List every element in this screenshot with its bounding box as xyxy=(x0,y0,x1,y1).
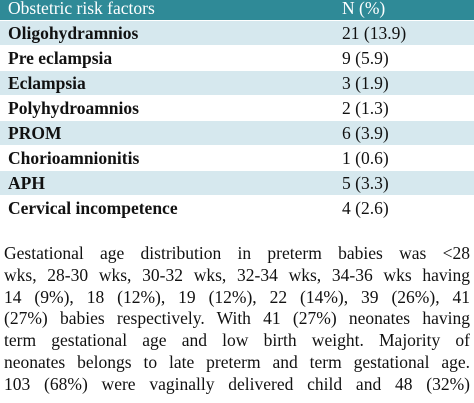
count-percent: 5 (3.3) xyxy=(334,170,474,196)
text-line: neonates belongs to late preterm and ter… xyxy=(4,351,470,372)
table-row: Pre eclampsia 9 (5.9) xyxy=(0,45,474,71)
risk-table: Obstetric risk factors N (%) Oligohydram… xyxy=(0,0,474,221)
risk-factor: Cervical incompetence xyxy=(0,195,334,221)
count-percent: 6 (3.9) xyxy=(334,120,474,146)
text-line: 103 (68%) were vaginally delivered child… xyxy=(4,373,470,394)
risk-factor: APH xyxy=(0,170,334,196)
paragraph: Gestational age distribution in preterm … xyxy=(4,243,470,396)
table-row: Oligohydramnios 21 (13.9) xyxy=(0,20,474,46)
count-percent: 9 (5.9) xyxy=(334,45,474,71)
count-percent: 21 (13.9) xyxy=(334,20,474,46)
table-row: Cervical incompetence 4 (2.6) xyxy=(0,195,474,221)
text-line: wks, 28-30 wks, 30-32 wks, 32-34 wks, 34… xyxy=(4,264,470,285)
risk-factor: Chorioamnionitis xyxy=(0,145,334,171)
table-row: Polyhydroamnios 2 (1.3) xyxy=(0,95,474,121)
risk-factor: Eclampsia xyxy=(0,70,334,96)
header-row: Obstetric risk factors N (%) xyxy=(0,0,474,21)
count-percent: 3 (1.9) xyxy=(334,70,474,96)
risk-factor: Pre eclampsia xyxy=(0,45,334,71)
text-line: 14 (9%), 18 (12%), 19 (12%), 22 (14%), 3… xyxy=(4,286,470,307)
table-head: Obstetric risk factors N (%) xyxy=(0,0,474,21)
risk-factor: Polyhydroamnios xyxy=(0,95,334,121)
text-line: Gestational age distribution in preterm … xyxy=(4,243,470,263)
header-cell: Obstetric risk factors xyxy=(0,0,334,21)
risk-factor: PROM xyxy=(0,120,334,146)
table-row: PROM 6 (3.9) xyxy=(0,120,474,146)
count-percent: 1 (0.6) xyxy=(334,145,474,171)
risk-factor: Oligohydramnios xyxy=(0,20,334,46)
header-cell: N (%) xyxy=(334,0,474,21)
text-line: (27%) babies respectively. With 41 (27%)… xyxy=(4,308,470,329)
table-row: Chorioamnionitis 1 (0.6) xyxy=(0,145,474,171)
count-percent: 4 (2.6) xyxy=(334,195,474,221)
count-percent: 2 (1.3) xyxy=(334,95,474,121)
table-row: Eclampsia 3 (1.9) xyxy=(0,70,474,96)
text-line: term gestational age and low birth weigh… xyxy=(4,330,470,351)
table-body: Oligohydramnios 21 (13.9) Pre eclampsia 9 (… xyxy=(0,20,474,221)
table-row: APH 5 (3.3) xyxy=(0,170,474,196)
